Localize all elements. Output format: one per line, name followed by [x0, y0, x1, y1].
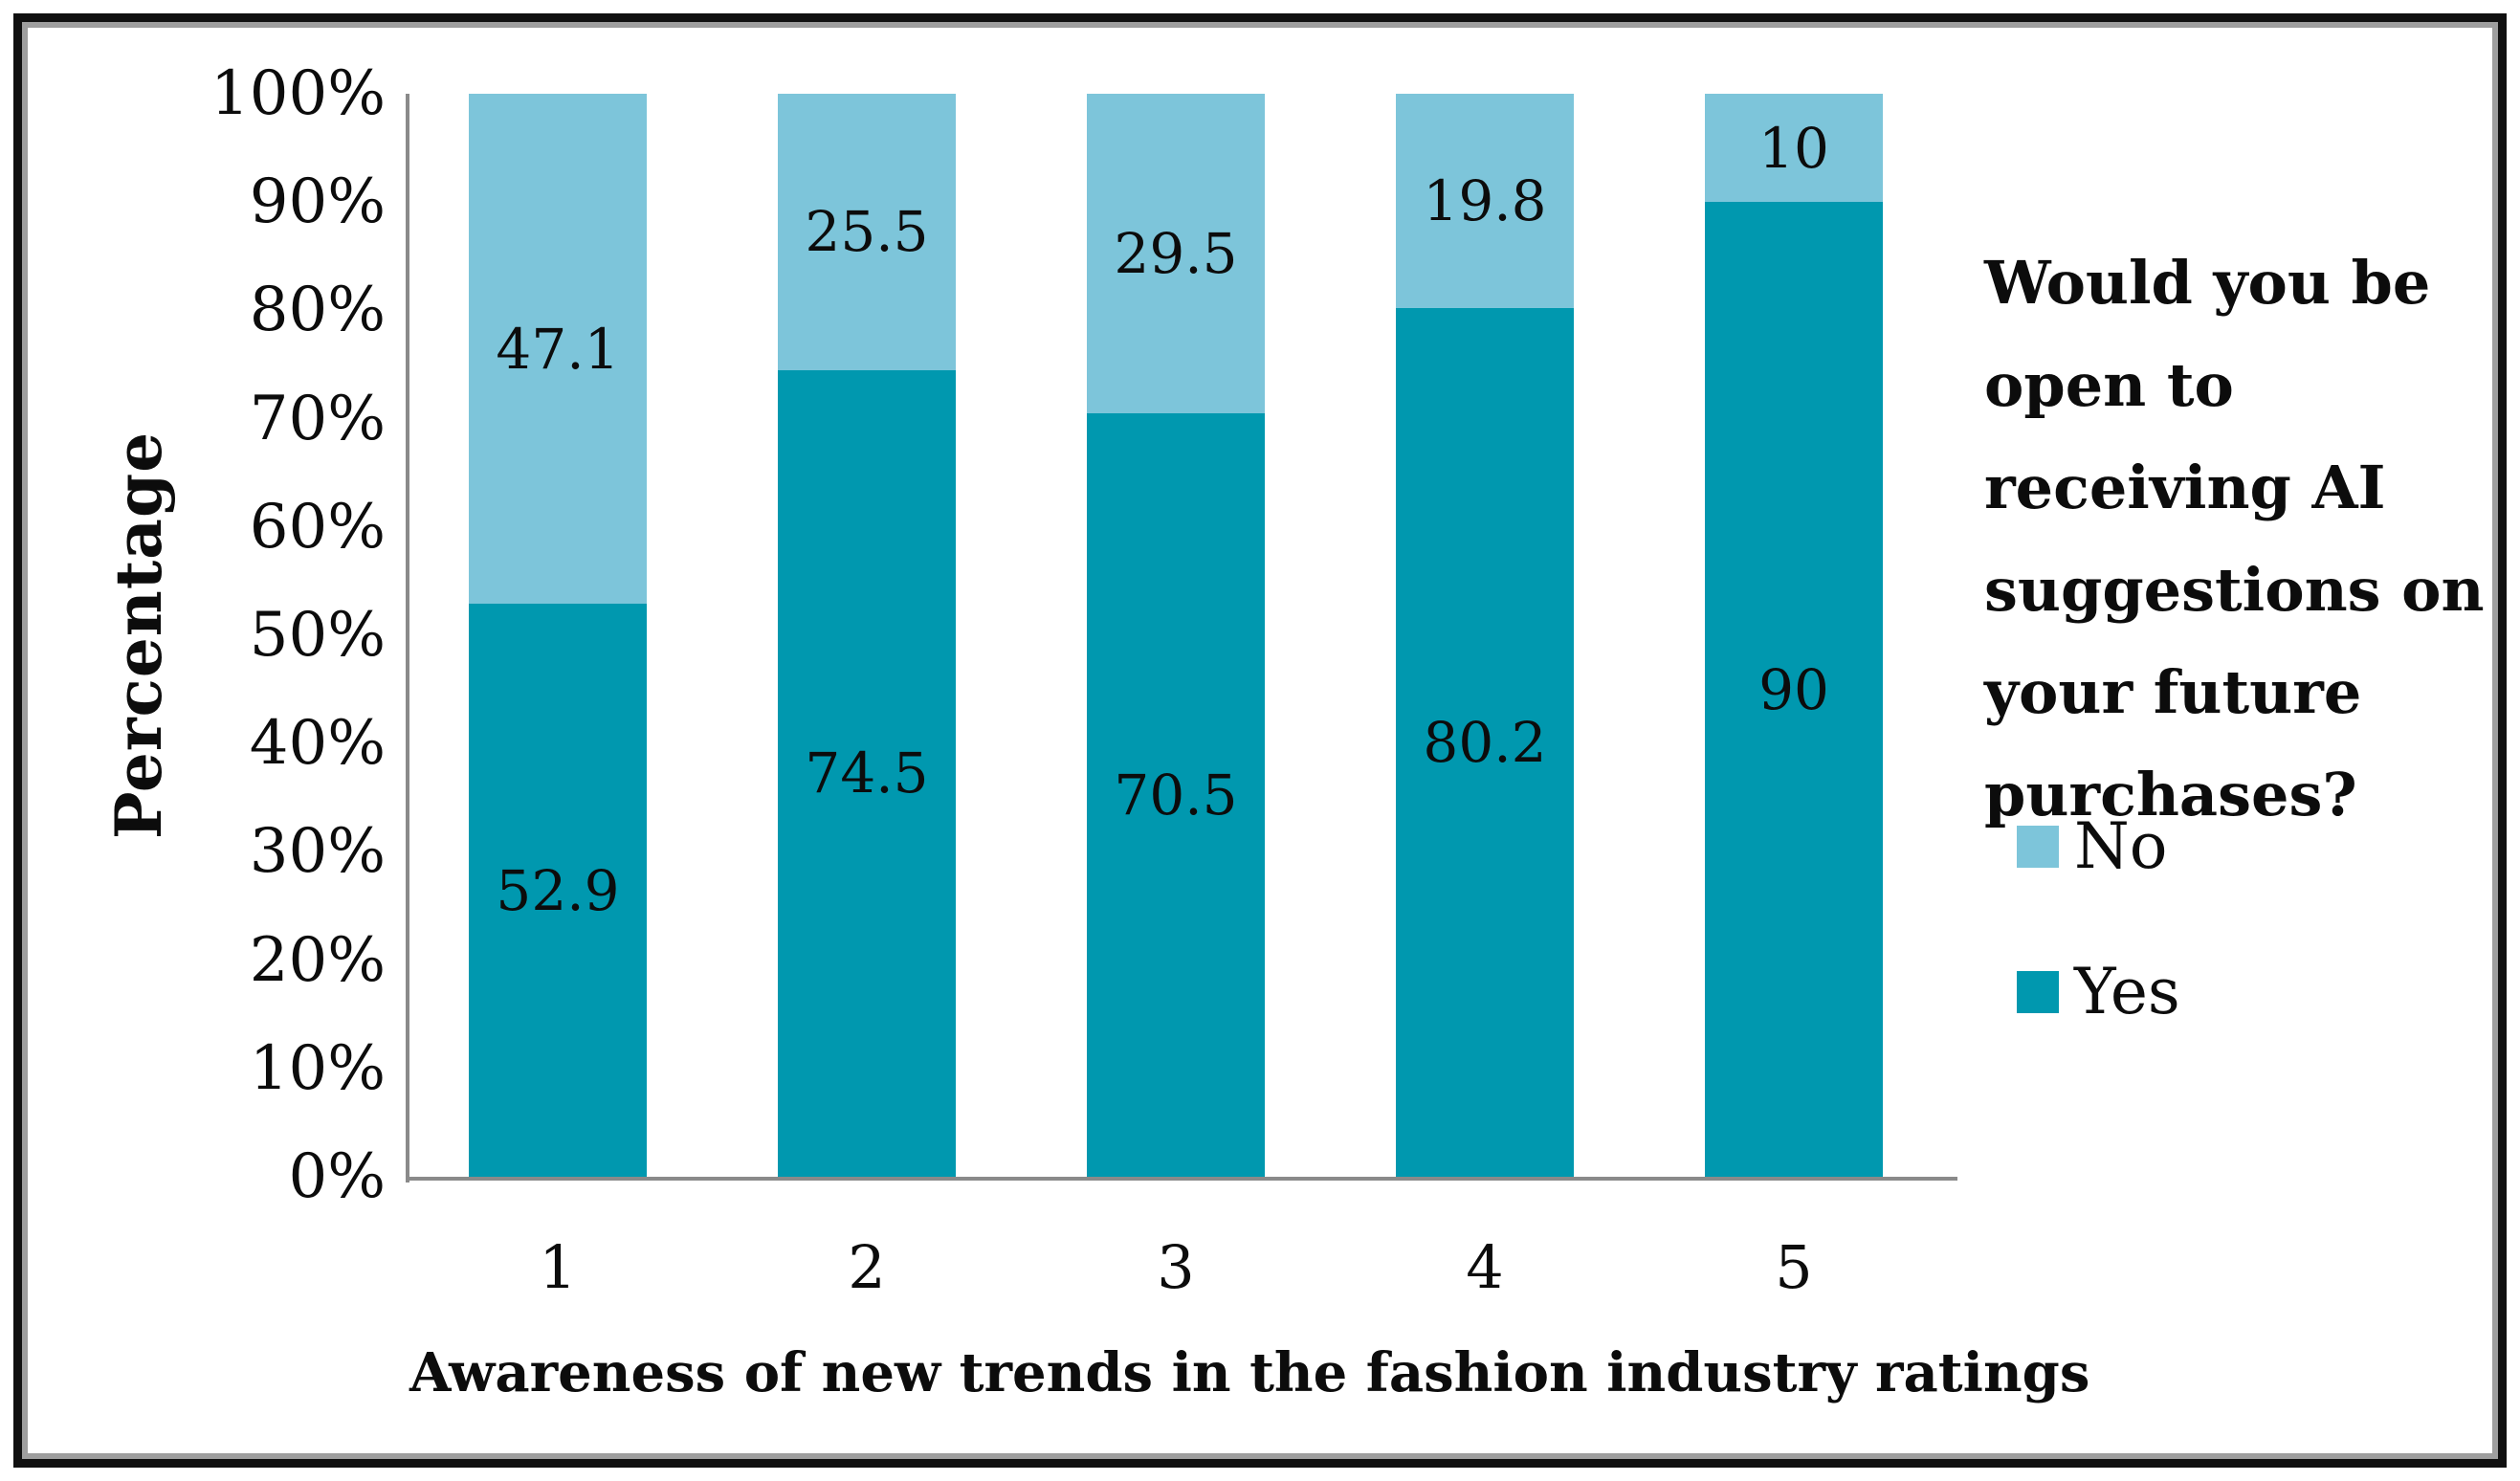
- x-axis-line: [406, 1177, 1957, 1181]
- y-axis-tick-label: 20%: [249, 924, 386, 996]
- y-axis-tick-label: 60%: [249, 491, 386, 563]
- y-axis-tick-label: 40%: [249, 708, 386, 780]
- legend-title: Would you be open to receiving AI suggestio…: [1984, 232, 2491, 846]
- data-label-no: 29.5: [1114, 220, 1238, 286]
- y-axis-tick-label: 50%: [249, 600, 386, 671]
- bar-segment-no: 10: [1705, 94, 1883, 203]
- bar-segment-no: 47.1: [469, 94, 647, 605]
- plot-area: 47.1 52.9 25.5 74.5 29.5 70.5 19.8 80.2 10 90: [404, 94, 1950, 1177]
- bar-segment-no: 29.5: [1087, 94, 1265, 413]
- bar-column-1: 47.1 52.9: [469, 94, 647, 1177]
- y-axis-tick-label: 80%: [249, 275, 386, 346]
- x-axis-tick-label: 5: [1775, 1232, 1813, 1302]
- data-label-no: 47.1: [496, 316, 620, 382]
- legend-item-label: Yes: [2074, 955, 2180, 1028]
- y-axis-tick-label: 70%: [249, 383, 386, 454]
- data-label-no: 25.5: [805, 199, 929, 265]
- bar-segment-yes: 80.2: [1396, 308, 1574, 1177]
- figure-frame: Percentage 100% 90% 80% 70% 60% 50% 40% 30% 20% 1…: [13, 13, 2507, 1468]
- legend-item-yes: Yes: [2017, 956, 2180, 1028]
- legend-title-line: Would you be: [1984, 248, 2431, 318]
- y-axis-tick-label: 0%: [288, 1141, 386, 1212]
- bar-column-3: 29.5 70.5: [1087, 94, 1265, 1177]
- legend-swatch-yes: [2017, 971, 2059, 1013]
- y-axis-tick-label: 30%: [249, 816, 386, 888]
- y-axis-tick-label: 10%: [249, 1032, 386, 1104]
- legend-swatch-no: [2017, 826, 2059, 868]
- x-axis-tick-label: 1: [539, 1232, 577, 1302]
- data-label-yes: 80.2: [1423, 710, 1547, 776]
- x-axis-tick-label: 3: [1157, 1232, 1195, 1302]
- bar-segment-yes: 52.9: [469, 604, 647, 1177]
- chart-area: Percentage 100% 90% 80% 70% 60% 50% 40% 30% 20% 1…: [22, 22, 2498, 1459]
- y-axis-tick-label: 100%: [210, 58, 386, 129]
- y-axis-tick-label: 90%: [249, 166, 386, 238]
- x-axis-title: Awareness of new trends in the fashion i…: [409, 1341, 2090, 1404]
- x-axis-tick-label: 2: [848, 1232, 886, 1302]
- bar-segment-no: 19.8: [1396, 94, 1574, 309]
- y-axis-line: [406, 94, 409, 1183]
- bar-segment-yes: 74.5: [778, 369, 956, 1177]
- data-label-yes: 74.5: [805, 740, 929, 807]
- data-label-yes: 52.9: [496, 857, 620, 923]
- legend-title-line: receiving AI: [1984, 453, 2386, 522]
- legend-title-line: purchases?: [1984, 760, 2357, 829]
- data-label-no: 19.8: [1423, 168, 1547, 234]
- legend-title-line: your future: [1984, 657, 2362, 727]
- legend-items: No Yes: [2017, 810, 2180, 1028]
- legend-item-label: No: [2074, 809, 2168, 883]
- legend-item-no: No: [2017, 810, 2180, 883]
- legend-title-line: suggestions on: [1984, 555, 2485, 625]
- data-label-no: 10: [1758, 115, 1829, 181]
- data-label-yes: 90: [1758, 656, 1829, 722]
- bar-segment-no: 25.5: [778, 94, 956, 370]
- bar-column-2: 25.5 74.5: [778, 94, 956, 1177]
- x-axis-tick-label: 4: [1466, 1232, 1504, 1302]
- bar-column-5: 10 90: [1705, 94, 1883, 1177]
- bar-column-4: 19.8 80.2: [1396, 94, 1574, 1177]
- bar-segment-yes: 90: [1705, 202, 1883, 1177]
- legend-title-line: open to: [1984, 350, 2234, 420]
- bar-segment-yes: 70.5: [1087, 412, 1265, 1177]
- data-label-yes: 70.5: [1114, 762, 1238, 828]
